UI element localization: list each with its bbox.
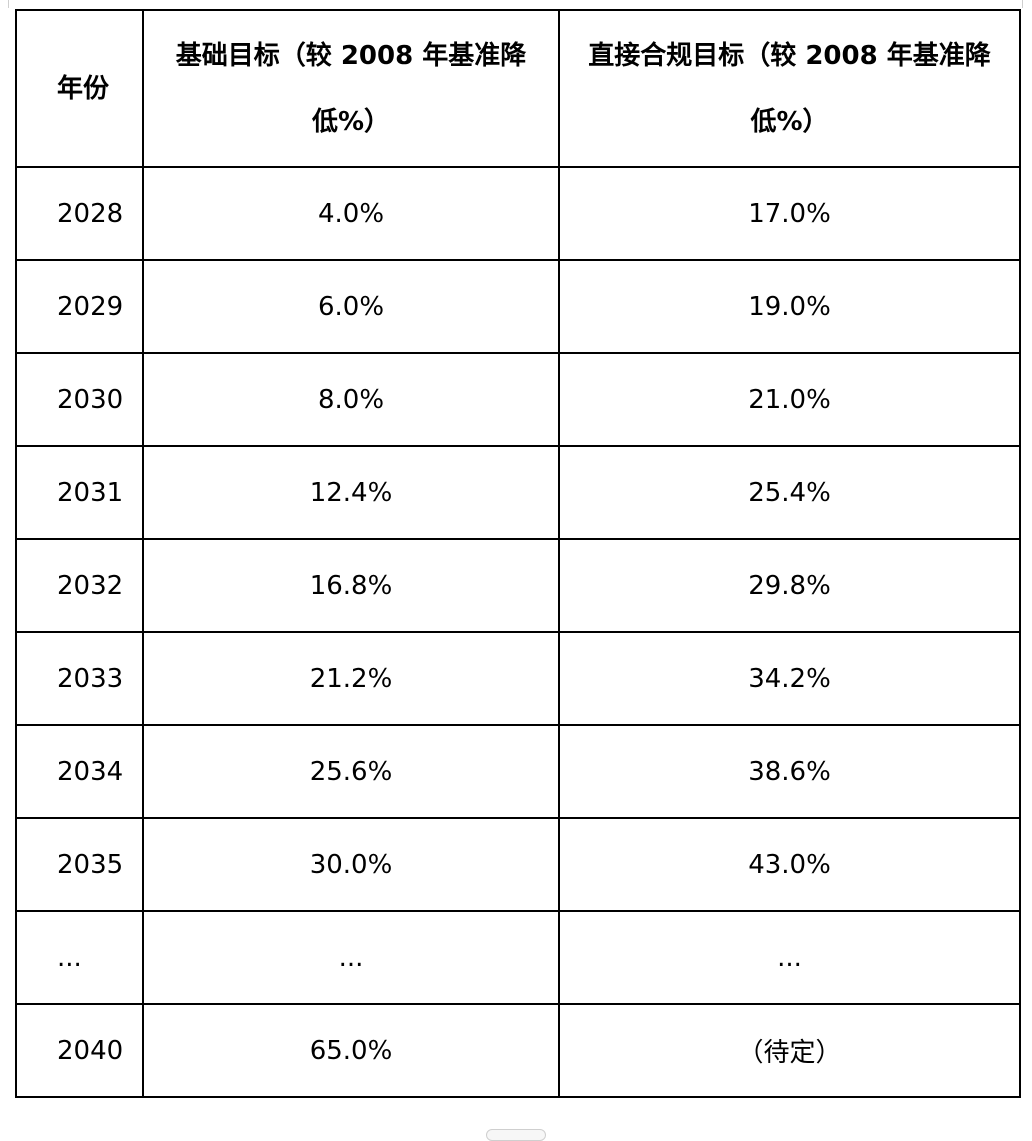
cell-year: 2031 xyxy=(15,445,144,540)
header-direct-compliance-target: 直接合规目标（较 2008 年基准降低%） xyxy=(558,9,1021,168)
cell-direct-target: 19.0% xyxy=(558,259,1021,354)
table-row: 2035 30.0% 43.0% xyxy=(15,817,1021,912)
cell-year: 2030 xyxy=(15,352,144,447)
cell-year: 2028 xyxy=(15,166,144,261)
cell-direct-target: 29.8% xyxy=(558,538,1021,633)
cell-base-target: ... xyxy=(142,910,560,1005)
table-row: 2030 8.0% 21.0% xyxy=(15,352,1021,447)
cell-base-target: 16.8% xyxy=(142,538,560,633)
cell-direct-target: 21.0% xyxy=(558,352,1021,447)
header-base-target: 基础目标（较 2008 年基准降低%） xyxy=(142,9,560,168)
cell-year: 2035 xyxy=(15,817,144,912)
cell-base-target: 25.6% xyxy=(142,724,560,819)
scroll-handle[interactable] xyxy=(486,1129,546,1141)
cell-direct-target: 43.0% xyxy=(558,817,1021,912)
cell-year: 2034 xyxy=(15,724,144,819)
table-row: 2033 21.2% 34.2% xyxy=(15,631,1021,726)
page-edge-left xyxy=(8,0,9,8)
table-row-ellipsis: ... ... ... xyxy=(15,910,1021,1005)
cell-direct-target: 34.2% xyxy=(558,631,1021,726)
table-row: 2029 6.0% 19.0% xyxy=(15,259,1021,354)
cell-direct-target: 38.6% xyxy=(558,724,1021,819)
table-row: 2031 12.4% 25.4% xyxy=(15,445,1021,540)
cell-year: 2033 xyxy=(15,631,144,726)
table-row: 2028 4.0% 17.0% xyxy=(15,166,1021,261)
table-row: 2034 25.6% 38.6% xyxy=(15,724,1021,819)
cell-year: 2029 xyxy=(15,259,144,354)
cell-direct-target: 25.4% xyxy=(558,445,1021,540)
cell-direct-target: ... xyxy=(558,910,1021,1005)
table-row: 2032 16.8% 29.8% xyxy=(15,538,1021,633)
cell-year: 2032 xyxy=(15,538,144,633)
cell-base-target: 4.0% xyxy=(142,166,560,261)
cell-base-target: 6.0% xyxy=(142,259,560,354)
cell-year: 2040 xyxy=(15,1003,144,1098)
cell-base-target: 12.4% xyxy=(142,445,560,540)
page-edge-right xyxy=(1022,0,1023,8)
cell-direct-target: 17.0% xyxy=(558,166,1021,261)
cell-base-target: 21.2% xyxy=(142,631,560,726)
cell-direct-target: （待定） xyxy=(558,1003,1021,1098)
cell-year: ... xyxy=(15,910,144,1005)
header-year: 年份 xyxy=(15,9,144,168)
cell-base-target: 8.0% xyxy=(142,352,560,447)
cell-base-target: 30.0% xyxy=(142,817,560,912)
cell-base-target: 65.0% xyxy=(142,1003,560,1098)
reduction-targets-table: 年份 基础目标（较 2008 年基准降低%） 直接合规目标（较 2008 年基准… xyxy=(15,9,1021,1098)
table-row: 2040 65.0% （待定） xyxy=(15,1003,1021,1098)
table-header-row: 年份 基础目标（较 2008 年基准降低%） 直接合规目标（较 2008 年基准… xyxy=(15,9,1021,168)
